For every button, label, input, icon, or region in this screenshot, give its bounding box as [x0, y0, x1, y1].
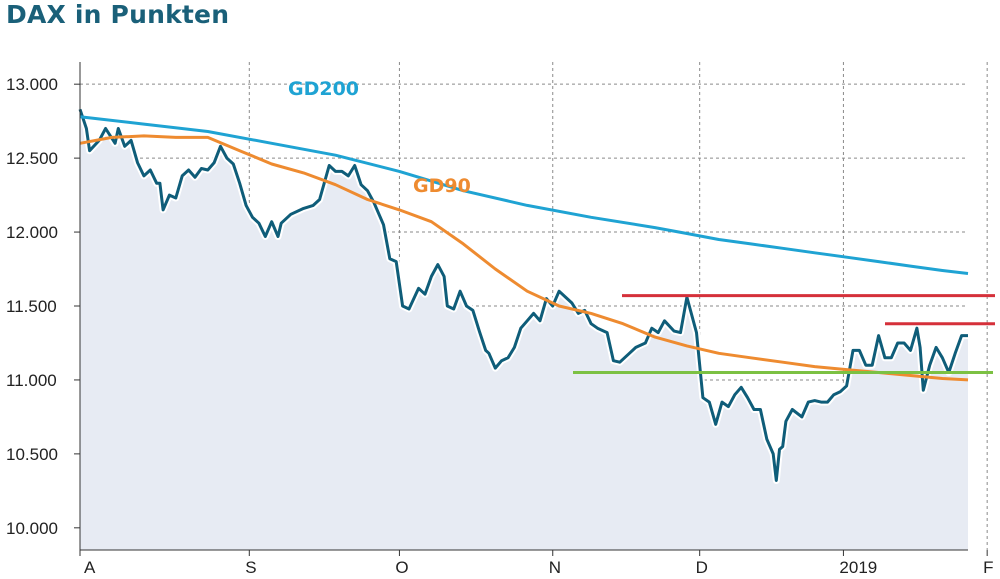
x-tick-label: 2019 — [839, 558, 877, 577]
x-tick-label: S — [245, 558, 256, 577]
axis-layer: 10.000 10.500 11.000 11.500 12.000 12.500 13.0… — [6, 62, 994, 577]
x-tick-label: O — [395, 558, 408, 577]
line-layer — [76, 108, 969, 484]
x-tick-label: A — [84, 558, 96, 577]
chart-title: DAX in Punkten — [6, 0, 230, 29]
gd90-label: GD90 — [413, 175, 471, 197]
dax-line — [78, 108, 968, 482]
gd90-line — [79, 134, 969, 382]
y-tick-label: 12.500 — [6, 149, 58, 168]
y-tick-label: 12.000 — [6, 223, 58, 242]
y-tick-label: 10.500 — [6, 445, 58, 464]
x-tick-label: D — [696, 558, 708, 577]
x-tick-label: F — [983, 558, 993, 577]
x-tick-label: N — [549, 558, 561, 577]
label-layer: GD200 GD90 — [288, 78, 471, 197]
y-tick-label: 13.000 — [6, 75, 58, 94]
gd200-label: GD200 — [288, 78, 359, 100]
gd200-line — [79, 115, 969, 275]
y-tick-label: 11.000 — [6, 371, 57, 390]
y-tick-label: 10.000 — [6, 519, 58, 538]
y-tick-label: 11.500 — [6, 297, 57, 316]
level-layer — [573, 294, 995, 375]
